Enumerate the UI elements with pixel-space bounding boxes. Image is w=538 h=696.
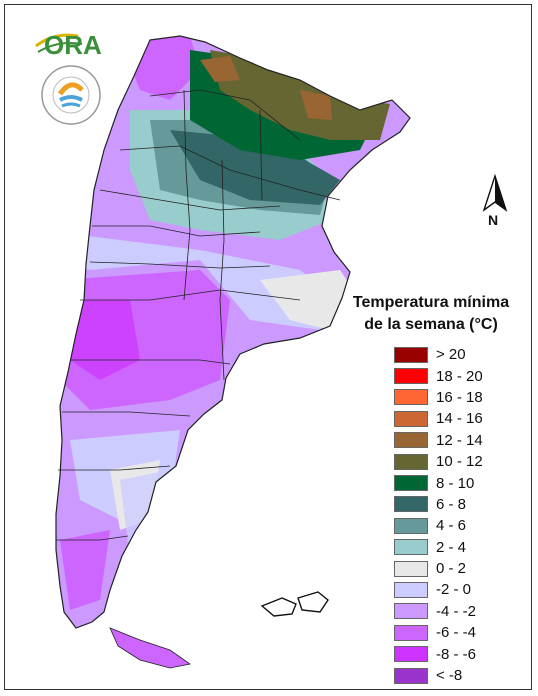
ora-logo-text: ORA	[44, 30, 102, 60]
legend-item: > 20	[394, 344, 516, 365]
legend-swatch	[394, 453, 428, 470]
smn-seal-icon	[41, 65, 101, 125]
legend-label: -2 - 0	[436, 581, 472, 599]
legend-swatch	[394, 410, 428, 427]
legend-label: -6 - -4	[436, 624, 477, 642]
legend-label: > 20	[436, 346, 466, 364]
ora-swoosh-icon	[35, 33, 83, 53]
legend-item: -8 - -6	[394, 643, 516, 664]
legend-swatch	[394, 368, 428, 385]
legend-swatch	[394, 603, 428, 620]
legend-label: < -8	[436, 667, 463, 685]
legend-item: 16 - 18	[394, 387, 516, 408]
province-borders	[55, 35, 411, 629]
legend-item: 4 - 6	[394, 515, 516, 536]
legend-label: -8 - -6	[436, 645, 477, 663]
islas-malvinas	[260, 591, 329, 617]
legend-item: 10 - 12	[394, 451, 516, 472]
legend-label: 4 - 6	[436, 517, 467, 535]
legend-swatch	[394, 646, 428, 663]
legend-swatch	[394, 496, 428, 513]
legend-item: < -8	[394, 665, 516, 686]
legend-swatch	[394, 517, 428, 534]
legend-item: -4 - -2	[394, 601, 516, 622]
legend-label: 18 - 20	[436, 367, 483, 385]
legend-title-line1: Temperatura mínima	[352, 294, 510, 311]
legend-swatch	[394, 560, 428, 577]
north-arrow-icon	[482, 173, 508, 212]
legend-item: -6 - -4	[394, 622, 516, 643]
legend-swatch	[394, 581, 428, 598]
legend-label: 8 - 10	[436, 474, 475, 492]
legend-label: -4 - -2	[436, 602, 477, 620]
legend-swatch	[394, 432, 428, 449]
legend-item: 14 - 16	[394, 408, 516, 429]
legend-label: 2 - 4	[436, 538, 467, 556]
legend-swatch	[394, 389, 428, 406]
legend-item: 18 - 20	[394, 365, 516, 386]
legend-swatch	[394, 624, 428, 641]
legend-item: 0 - 2	[394, 558, 516, 579]
legend-item: -2 - 0	[394, 579, 516, 600]
legend-item: 6 - 8	[394, 494, 516, 515]
smn-logo	[40, 64, 102, 126]
legend-label: 12 - 14	[436, 431, 483, 449]
ora-logo: ORA	[34, 28, 104, 60]
legend-label: 0 - 2	[436, 560, 467, 578]
legend-item: 2 - 4	[394, 537, 516, 558]
legend-swatch	[394, 539, 428, 556]
legend-swatch	[394, 667, 428, 684]
legend-label: 6 - 8	[436, 495, 467, 513]
legend-label: 16 - 18	[436, 388, 483, 406]
legend-label: 14 - 16	[436, 410, 483, 428]
legend-item: 8 - 10	[394, 472, 516, 493]
legend-swatch	[394, 346, 428, 363]
tierra-del-fuego	[109, 627, 191, 669]
legend-list: > 20 18 - 20 16 - 18 14 - 16 12 - 14 10 - 12 8…	[394, 344, 516, 686]
legend-title-line2: de la semana (°C)	[364, 316, 498, 333]
legend-item: 12 - 14	[394, 430, 516, 451]
legend-label: 10 - 12	[436, 453, 483, 471]
legend: Temperatura mínima de la semana (°C) > 2…	[346, 292, 516, 686]
legend-swatch	[394, 475, 428, 492]
north-label: N	[488, 212, 499, 228]
north-arrow: N	[480, 173, 510, 230]
